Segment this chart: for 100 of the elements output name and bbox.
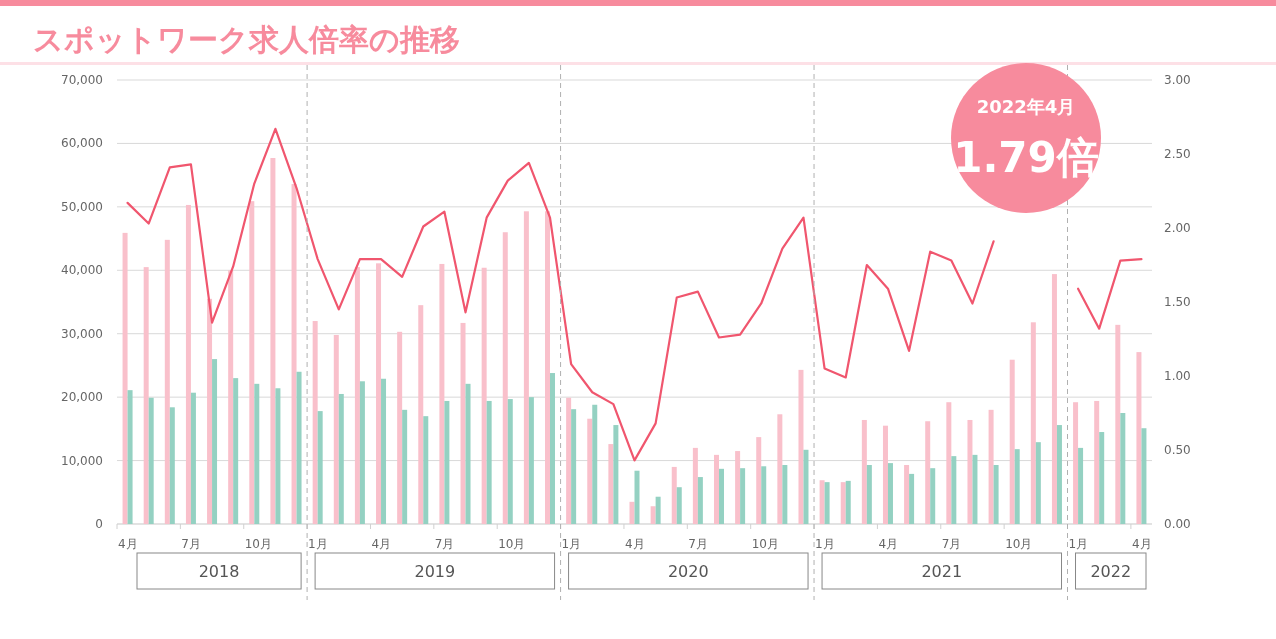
bar	[1073, 402, 1079, 524]
bar	[608, 444, 614, 524]
y-tick-label: 60,000	[61, 136, 103, 151]
picture-callout: 2022年4月 1.79倍	[951, 63, 1101, 213]
bar	[887, 463, 893, 524]
bar	[249, 201, 255, 524]
x-tick-label: 10月	[244, 537, 273, 551]
bar	[354, 267, 360, 524]
x-tick-label: 4月	[878, 537, 899, 551]
bar	[1141, 428, 1147, 524]
y-tick-label: 40,000	[61, 263, 103, 278]
bar	[798, 369, 804, 524]
x-tick-label: 1月	[561, 537, 582, 551]
bar	[402, 409, 408, 524]
bar	[946, 402, 952, 524]
bar	[909, 473, 915, 524]
bar	[444, 400, 450, 524]
bar	[1056, 425, 1062, 524]
bar	[692, 447, 698, 524]
bar	[904, 465, 910, 524]
bar	[190, 392, 196, 524]
bar	[713, 454, 719, 524]
bar	[460, 322, 466, 524]
bar	[207, 298, 213, 524]
y-tick-label: 0	[95, 517, 103, 531]
x-tick-label: 1月	[1068, 537, 1089, 551]
x-tick-label: 10月	[1005, 537, 1033, 551]
bar	[1030, 322, 1036, 524]
bar	[333, 334, 339, 524]
bar	[571, 409, 577, 524]
y2-tick-label: 0.50	[1164, 443, 1191, 457]
text: 2019	[414, 562, 456, 581]
text: 2022	[1090, 562, 1132, 581]
bar	[228, 270, 234, 524]
bar	[185, 204, 191, 524]
bar	[439, 263, 445, 524]
x-tick-label: 10月	[498, 537, 526, 551]
x-tick-label: 4月	[1131, 537, 1152, 551]
y2-tick-label: 0.00	[1164, 517, 1191, 531]
bar	[338, 393, 344, 524]
bar	[312, 321, 318, 524]
bar	[127, 390, 133, 524]
bar	[972, 454, 978, 524]
y-tick-label: 20,000	[61, 390, 103, 405]
y2-tick-label: 3.00	[1164, 73, 1191, 87]
x-tick-label: 7月	[688, 537, 708, 551]
bar	[1078, 447, 1084, 524]
bar	[587, 418, 593, 524]
bar	[782, 465, 788, 524]
bar	[925, 421, 931, 524]
bar	[566, 397, 572, 524]
chart-title: スポットワーク求人倍率の推移	[33, 22, 460, 57]
bar	[418, 305, 424, 524]
text: 2021	[921, 562, 963, 581]
annotation: 1.79倍	[953, 133, 1099, 182]
bar	[740, 468, 746, 524]
bar	[545, 211, 551, 524]
bar	[756, 437, 762, 524]
bar	[1120, 413, 1126, 524]
bar	[169, 407, 175, 524]
x-tick-label: 7月	[941, 537, 962, 551]
y-tick-label: 10,000	[61, 453, 103, 468]
bar	[143, 267, 149, 524]
bar	[233, 378, 239, 524]
bar	[291, 184, 297, 524]
y2-tick-label: 2.50	[1164, 147, 1191, 161]
bar	[697, 477, 703, 524]
bar	[523, 211, 529, 524]
bar	[629, 501, 635, 524]
x-tick-label: 4月	[371, 537, 392, 551]
bar	[381, 378, 387, 524]
bar	[718, 468, 724, 524]
bar	[993, 465, 999, 524]
bar	[840, 482, 846, 524]
bar	[486, 400, 492, 524]
text: 2020	[667, 562, 709, 581]
bar	[465, 383, 471, 524]
bar	[1136, 352, 1142, 524]
bar	[270, 158, 276, 524]
y2-tick-label: 1.00	[1164, 369, 1191, 383]
annotation: 2022年4月	[976, 96, 1076, 117]
bar	[866, 465, 872, 524]
bar	[735, 451, 741, 524]
bar	[397, 331, 403, 524]
bar	[819, 480, 825, 524]
bar	[1051, 274, 1057, 524]
y-tick-label: 30,000	[61, 326, 103, 341]
bar	[1099, 432, 1105, 524]
bar	[296, 371, 302, 524]
bar	[1094, 400, 1100, 524]
bar	[951, 456, 957, 524]
bar	[861, 419, 867, 524]
x-tick-label: 1月	[308, 537, 328, 551]
bar	[376, 263, 382, 524]
bar	[845, 480, 851, 524]
bar	[528, 397, 534, 524]
bar	[882, 425, 888, 524]
bar	[212, 359, 218, 524]
bar	[550, 373, 556, 524]
bar	[481, 267, 487, 524]
